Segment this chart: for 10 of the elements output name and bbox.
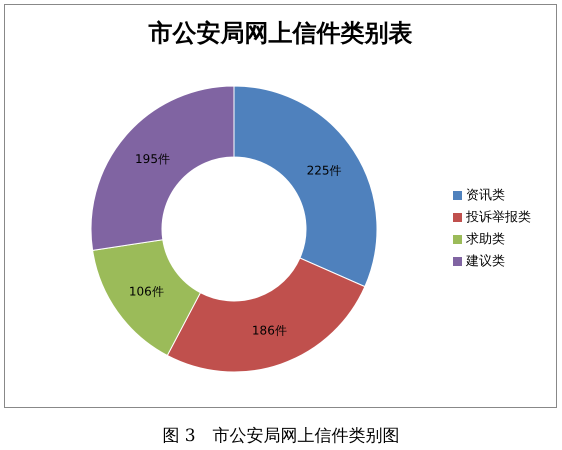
data-label: 225件 bbox=[306, 163, 342, 178]
data-label: 186件 bbox=[252, 324, 287, 338]
data-label: 195件 bbox=[135, 152, 170, 166]
legend-label: 求助类 bbox=[466, 232, 505, 247]
legend-label: 资讯类 bbox=[466, 188, 505, 203]
caption: 图 3 市公安局网上信件类别图 bbox=[161, 425, 401, 447]
legend-label: 建议类 bbox=[466, 254, 505, 269]
data-label: 106件 bbox=[128, 284, 164, 298]
legend-label: 投诉举报类 bbox=[466, 210, 531, 225]
chart-title: 市公安局网上信件类别表 bbox=[148, 17, 414, 49]
